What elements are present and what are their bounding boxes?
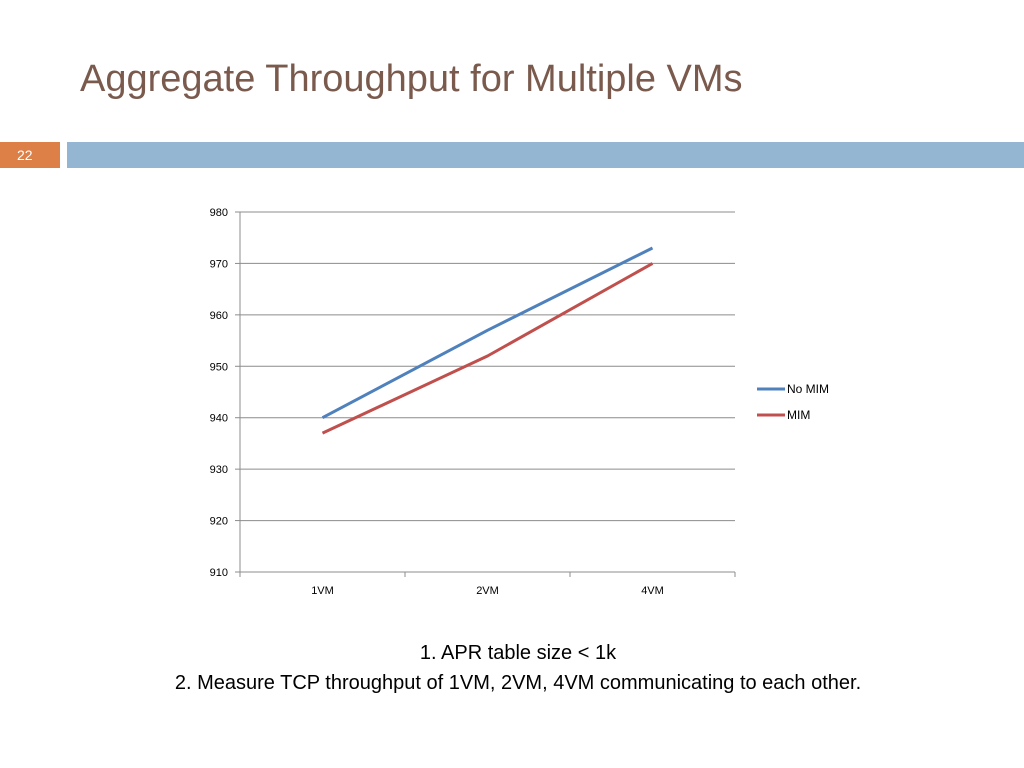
x-tick-label: 1VM	[311, 585, 334, 597]
legend-label: No MIM	[787, 382, 829, 396]
y-tick-label: 960	[210, 310, 228, 322]
title-divider-bar	[67, 142, 1024, 168]
x-tick-label: 2VM	[476, 585, 499, 597]
note-line-2: 2. Measure TCP throughput of 1VM, 2VM, 4…	[174, 672, 862, 694]
slide-title: Aggregate Throughput for Multiple VMs	[80, 58, 743, 100]
y-tick-label: 970	[210, 258, 228, 270]
slide-number-badge: 22	[0, 142, 60, 168]
series-line	[321, 246, 654, 420]
note-line-1: 1. APR table size < 1k	[419, 642, 617, 664]
y-tick-label: 950	[210, 361, 228, 373]
legend-label: MIM	[787, 408, 810, 422]
x-tick-label: 4VM	[641, 585, 664, 597]
y-tick-label: 930	[210, 464, 228, 476]
series-line	[321, 262, 654, 435]
y-tick-label: 940	[210, 413, 228, 425]
slide-number: 22	[17, 147, 33, 163]
y-tick-label: 920	[210, 516, 228, 528]
y-tick-label: 910	[210, 567, 228, 579]
y-tick-label: 980	[210, 207, 228, 219]
